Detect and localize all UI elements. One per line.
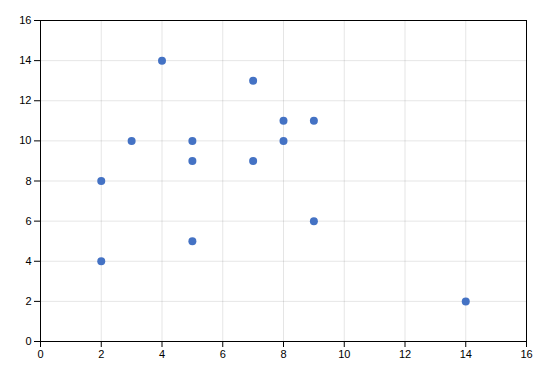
svg-text:10: 10 <box>19 134 31 146</box>
svg-text:14: 14 <box>19 54 31 66</box>
svg-text:16: 16 <box>19 14 31 26</box>
svg-text:10: 10 <box>338 348 350 360</box>
svg-text:8: 8 <box>280 348 286 360</box>
svg-text:6: 6 <box>25 215 31 227</box>
svg-text:0: 0 <box>25 335 31 347</box>
svg-text:8: 8 <box>25 175 31 187</box>
svg-text:12: 12 <box>399 348 411 360</box>
svg-text:2: 2 <box>98 348 104 360</box>
svg-text:6: 6 <box>220 348 226 360</box>
svg-text:2: 2 <box>25 295 31 307</box>
svg-text:4: 4 <box>159 348 165 360</box>
svg-text:12: 12 <box>19 94 31 106</box>
svg-text:16: 16 <box>520 348 532 360</box>
svg-text:14: 14 <box>460 348 472 360</box>
svg-text:0: 0 <box>37 348 43 360</box>
svg-text:4: 4 <box>25 255 31 267</box>
